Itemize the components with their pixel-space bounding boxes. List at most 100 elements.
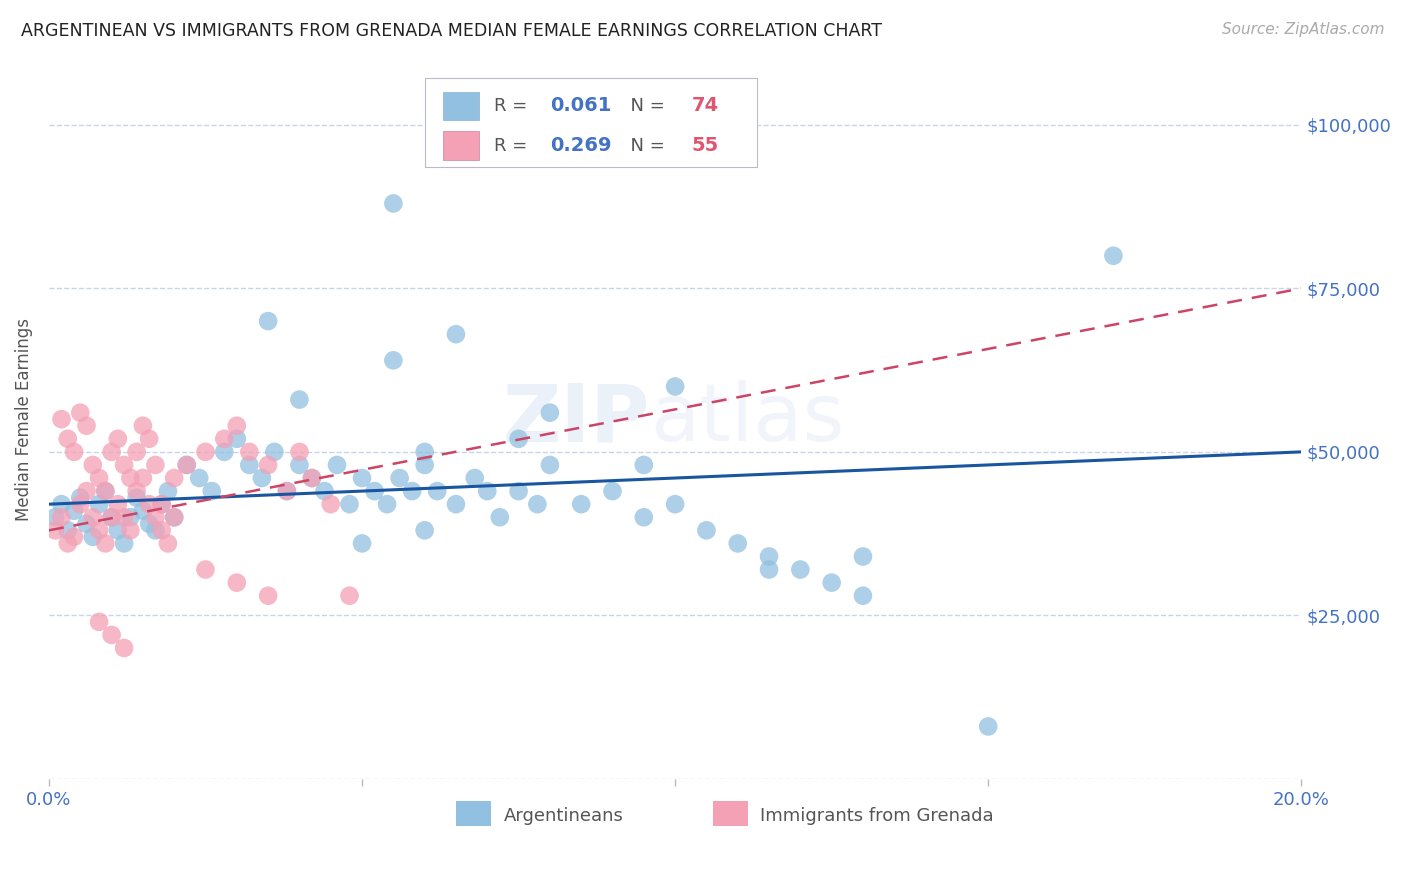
Text: N =: N = (619, 136, 671, 154)
Text: 0.061: 0.061 (550, 96, 612, 115)
Immigrants from Grenada (76, 484, 98, 499)
Immigrants from Grenada (87, 471, 110, 485)
Immigrants from Grenada (132, 418, 155, 433)
Immigrants from Grenada (276, 484, 298, 499)
Text: 55: 55 (692, 136, 718, 155)
Immigrants from Grenada (100, 445, 122, 459)
Text: Argentineans: Argentineans (503, 807, 623, 825)
Argentineans (789, 563, 811, 577)
Immigrants from Grenada (56, 536, 79, 550)
Text: R =: R = (494, 97, 533, 115)
FancyBboxPatch shape (713, 801, 748, 825)
Argentineans (63, 504, 86, 518)
Argentineans (352, 471, 374, 485)
Argentineans (821, 575, 844, 590)
Argentineans (138, 516, 160, 531)
Text: ZIP: ZIP (503, 380, 650, 458)
Immigrants from Grenada (339, 589, 361, 603)
Text: Source: ZipAtlas.com: Source: ZipAtlas.com (1222, 22, 1385, 37)
Immigrants from Grenada (107, 432, 129, 446)
Immigrants from Grenada (176, 458, 198, 472)
FancyBboxPatch shape (443, 131, 478, 160)
Argentineans (314, 484, 336, 499)
FancyBboxPatch shape (456, 801, 491, 825)
Immigrants from Grenada (112, 510, 135, 524)
Immigrants from Grenada (225, 575, 247, 590)
Argentineans (695, 524, 717, 538)
Immigrants from Grenada (56, 432, 79, 446)
Immigrants from Grenada (257, 458, 280, 472)
Argentineans (339, 497, 361, 511)
Argentineans (176, 458, 198, 472)
Argentineans (382, 353, 405, 368)
Argentineans (375, 497, 398, 511)
Immigrants from Grenada (120, 471, 142, 485)
Immigrants from Grenada (87, 524, 110, 538)
Argentineans (238, 458, 260, 472)
Text: atlas: atlas (650, 380, 845, 458)
Immigrants from Grenada (138, 497, 160, 511)
Immigrants from Grenada (301, 471, 323, 485)
Argentineans (150, 497, 173, 511)
Text: ARGENTINEAN VS IMMIGRANTS FROM GRENADA MEDIAN FEMALE EARNINGS CORRELATION CHART: ARGENTINEAN VS IMMIGRANTS FROM GRENADA M… (21, 22, 882, 40)
Immigrants from Grenada (257, 589, 280, 603)
Argentineans (508, 484, 530, 499)
Immigrants from Grenada (132, 471, 155, 485)
Argentineans (758, 563, 780, 577)
Argentineans (664, 497, 686, 511)
Argentineans (69, 491, 91, 505)
Immigrants from Grenada (63, 530, 86, 544)
Immigrants from Grenada (100, 628, 122, 642)
Immigrants from Grenada (288, 445, 311, 459)
Argentineans (163, 510, 186, 524)
Argentineans (401, 484, 423, 499)
Argentineans (1102, 249, 1125, 263)
Immigrants from Grenada (238, 445, 260, 459)
FancyBboxPatch shape (443, 92, 478, 120)
Immigrants from Grenada (87, 615, 110, 629)
Immigrants from Grenada (82, 510, 104, 524)
Argentineans (852, 589, 875, 603)
Argentineans (188, 471, 211, 485)
Text: R =: R = (494, 136, 533, 154)
Argentineans (363, 484, 385, 499)
Immigrants from Grenada (51, 412, 73, 426)
Argentineans (413, 458, 436, 472)
Immigrants from Grenada (145, 458, 167, 472)
Argentineans (352, 536, 374, 550)
Immigrants from Grenada (163, 510, 186, 524)
Argentineans (413, 445, 436, 459)
Argentineans (120, 510, 142, 524)
Argentineans (526, 497, 548, 511)
Immigrants from Grenada (125, 445, 148, 459)
Argentineans (664, 379, 686, 393)
Immigrants from Grenada (156, 536, 179, 550)
Argentineans (257, 314, 280, 328)
Immigrants from Grenada (120, 524, 142, 538)
Argentineans (977, 719, 1000, 733)
Argentineans (464, 471, 486, 485)
Immigrants from Grenada (194, 563, 217, 577)
Argentineans (413, 524, 436, 538)
Argentineans (388, 471, 411, 485)
Immigrants from Grenada (163, 471, 186, 485)
Immigrants from Grenada (69, 406, 91, 420)
Immigrants from Grenada (138, 432, 160, 446)
Argentineans (852, 549, 875, 564)
Argentineans (477, 484, 499, 499)
Argentineans (276, 484, 298, 499)
Argentineans (156, 484, 179, 499)
Argentineans (263, 445, 285, 459)
Y-axis label: Median Female Earnings: Median Female Earnings (15, 318, 32, 521)
Immigrants from Grenada (214, 432, 236, 446)
Immigrants from Grenada (112, 640, 135, 655)
Argentineans (82, 530, 104, 544)
Argentineans (56, 524, 79, 538)
Argentineans (94, 484, 117, 499)
Immigrants from Grenada (94, 484, 117, 499)
Argentineans (214, 445, 236, 459)
Argentineans (508, 432, 530, 446)
Argentineans (301, 471, 323, 485)
Argentineans (107, 524, 129, 538)
Argentineans (727, 536, 749, 550)
